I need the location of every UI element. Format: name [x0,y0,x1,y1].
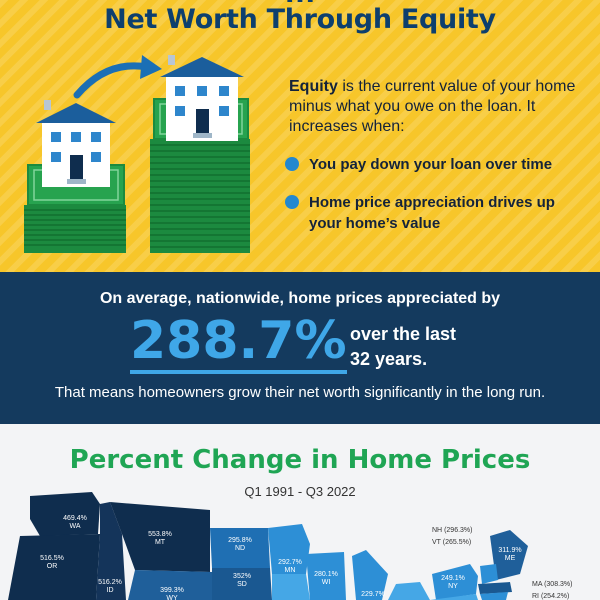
state-value-nh: 296.3% [446,527,470,534]
state-abbr-me: ME [505,555,516,562]
state-value-mn: 292.7% [278,559,302,566]
stats-intro: On average, nationwide, home prices appr… [99,290,501,307]
appreciation-section: On average, nationwide, home prices appr… [0,272,600,424]
bullet-item: Home price appreciation drives up your h… [285,192,585,236]
state-value-mi: 229.7% [361,591,385,598]
state-label-ma: MA (308.3%) [532,581,573,588]
state-value-nd: 295.8% [228,537,252,544]
bullet-text: You pay down your loan over time [309,156,553,173]
map-section: Percent Change in Home Prices Q1 1991 - … [0,424,600,600]
state-ia [272,574,310,600]
map-subtitle: Q1 1991 - Q3 2022 [244,484,355,499]
equity-section: ... Net Worth Through Equity [0,0,600,272]
house-equity-illustration [24,55,250,253]
state-abbr-mt: MT [155,539,166,546]
state-ct-ri [480,592,508,600]
state-abbr-wi: WI [322,579,331,586]
large-house-icon [160,55,244,141]
bullet-text: Home price appreciation drives up your h… [309,194,555,232]
state-mi [352,550,388,600]
state-id [96,502,126,600]
state-value-ri: 254.2% [543,593,567,600]
bullet-dot-icon [285,157,299,171]
state-wi [306,552,346,600]
state-abbr-mn: MN [285,567,296,574]
state-wy [128,570,212,600]
state-abbr-vt: VT [432,539,442,546]
state-sd [212,568,272,600]
period-line-2: 32 years. [350,349,428,369]
equity-term: Equity [289,78,338,95]
equity-definition-text: is the current value of your home minus … [289,78,576,135]
small-house-icon [36,100,116,187]
state-abbr-or: OR [47,563,58,570]
map-title: Percent Change in Home Prices [70,445,531,475]
state-value-id: 516.2% [98,579,122,586]
stats-conclusion: That means homeowners grow their net wor… [54,384,546,401]
period-line-1: over the last [350,324,457,344]
state-value-or: 516.5% [40,555,64,562]
state-value-wa: 469.4% [63,515,87,522]
state-mn [268,524,310,574]
bullet-dot-icon [285,195,299,209]
state-value-ny: 249.1% [441,575,465,582]
state-value-mt: 553.8% [148,531,172,538]
state-value-vt: 265.5% [445,539,469,546]
state-abbr-sd: SD [237,581,247,588]
state-wa [30,492,100,536]
state-vt-nh [480,564,498,584]
state-value-me: 311.9% [498,547,521,554]
state-pa [430,594,478,600]
state-or [8,534,100,600]
state-label-vt: VT (265.5%) [432,539,471,546]
state-value-wi: 280.1% [314,571,338,578]
state-value-sd: 352% [233,573,251,580]
state-abbr-nh: NH [432,527,442,534]
state-abbr-ny: NY [448,583,458,590]
state-ny [432,564,478,600]
state-label-ri: RI (254.2%) [532,593,569,600]
growth-arrow-icon [73,62,151,99]
appreciation-percent: 288.7% [130,312,347,374]
state-nd [210,528,270,568]
state-abbr-wy: WY [166,595,178,600]
headline-cut-off: ... [0,0,600,9]
state-oh [388,582,430,600]
us-map: Percent Change in Home Prices Q1 1991 - … [8,445,573,600]
state-label-nh: NH (296.3%) [432,527,473,534]
state-abbr-ma: MA [532,581,543,588]
state-abbr-nd: ND [235,545,245,552]
state-abbr-wa: WA [69,523,80,530]
state-mt [110,502,210,572]
headline: Net Worth Through Equity [104,4,496,35]
state-abbr-id: ID [107,587,114,594]
equity-definition: Equity is the current value of your home… [289,77,579,137]
bullet-item: You pay down your loan over time [285,154,585,176]
state-value-ma: 308.3% [546,581,570,588]
appreciation-period: over the last 32 years. [350,322,550,372]
state-abbr-ri: RI [532,593,539,600]
state-me [490,530,528,580]
state-ma [478,582,512,594]
state-value-wy: 399.3% [160,587,184,594]
